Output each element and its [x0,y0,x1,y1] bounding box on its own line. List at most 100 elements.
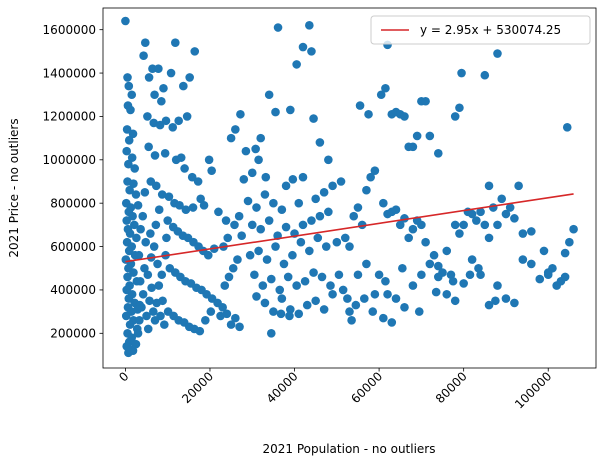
data-point-356 [370,289,380,299]
data-point-229 [321,242,331,251]
data-point-334 [383,289,392,299]
data-point-118 [204,155,214,165]
data-point-300 [455,229,464,238]
data-point-9 [122,146,131,156]
fit-line-layer [125,193,574,263]
data-point-182 [236,109,245,119]
data-point-277 [408,142,418,152]
data-point-304 [472,216,481,225]
data-point-230 [250,270,259,280]
data-point-327 [455,103,464,113]
data-point-0 [121,16,130,26]
data-point-369 [491,296,500,306]
data-point-14 [129,179,138,188]
data-point-128 [196,194,205,204]
data-point-210 [247,220,257,230]
data-point-76 [154,281,164,290]
data-point-39 [124,294,134,303]
data-point-339 [425,259,435,269]
data-point-311 [501,209,511,219]
data-point-61 [134,250,144,260]
data-point-249 [328,289,337,299]
data-point-102 [155,120,165,130]
data-point-317 [535,274,545,284]
data-point-95 [166,68,176,78]
data-point-294 [429,250,439,260]
data-point-341 [442,289,452,299]
data-point-100 [143,112,152,121]
data-point-45 [125,320,135,329]
data-point-307 [484,233,494,243]
x-axis-label: 2021 Population - no outliers [262,442,435,456]
data-point-366 [448,276,458,286]
data-point-261 [349,211,359,221]
data-point-3 [127,90,137,100]
data-point-270 [381,83,390,93]
data-point-335 [391,294,401,303]
data-point-73 [149,307,158,316]
data-point-286 [391,205,401,214]
data-point-109 [190,47,200,56]
data-point-162 [226,320,236,329]
data-point-349 [510,298,519,308]
data-point-256 [347,315,356,325]
data-point-343 [459,279,468,288]
y-tick-label-400000: 400000 [50,283,96,297]
data-point-220 [245,250,255,260]
data-point-201 [252,203,261,212]
data-point-115 [180,164,189,173]
data-point-161 [222,309,232,319]
data-point-292 [417,220,426,230]
data-point-103 [161,116,171,126]
data-point-325 [569,224,578,234]
data-point-211 [256,224,266,234]
data-point-8 [124,135,134,145]
data-point-254 [338,285,348,295]
data-point-187 [273,23,283,32]
data-point-111 [150,151,160,160]
data-point-166 [224,272,234,282]
y-axis-label: 2021 Price - no outliers [7,118,21,257]
data-point-336 [400,302,409,312]
data-point-221 [254,246,263,256]
data-point-262 [353,203,363,212]
data-point-55 [133,329,143,338]
data-point-104 [168,122,178,132]
data-point-346 [484,300,494,310]
data-point-177 [247,168,257,178]
data-point-193 [309,114,318,123]
data-point-126 [181,205,191,214]
data-point-223 [271,242,280,251]
data-point-82 [149,242,159,251]
data-point-86 [146,229,155,238]
data-point-122 [157,190,167,199]
data-point-243 [277,294,287,303]
data-point-56 [135,315,144,325]
data-point-217 [307,216,316,225]
data-point-358 [387,318,397,327]
data-point-216 [298,220,308,230]
data-point-97 [140,38,150,47]
data-point-228 [313,233,323,243]
data-point-71 [145,296,154,306]
data-point-83 [153,259,162,269]
data-point-181 [231,125,240,134]
y-tick-label-200000: 200000 [50,327,96,341]
data-point-79 [160,320,169,329]
data-point-330 [493,49,502,58]
data-point-240 [252,292,261,301]
data-point-189 [298,42,308,52]
data-point-173 [214,207,223,217]
data-point-188 [292,60,301,69]
data-point-180 [226,133,236,143]
data-point-287 [395,220,405,230]
data-point-236 [300,276,310,286]
data-point-59 [135,276,145,286]
data-point-289 [404,233,413,243]
data-point-25 [132,233,141,243]
data-point-255 [343,294,352,303]
data-point-200 [243,196,253,206]
data-point-313 [510,214,519,223]
data-point-174 [221,216,231,225]
data-point-12 [130,164,140,173]
